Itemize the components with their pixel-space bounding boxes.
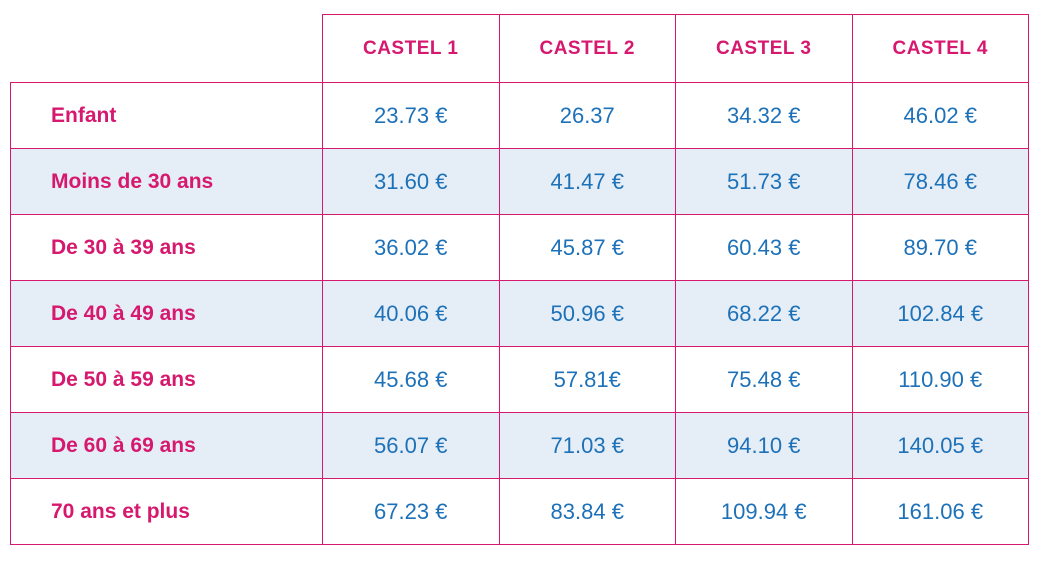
price-cell: 109.94 € [675, 478, 853, 545]
price-cell: 40.06 € [322, 280, 500, 347]
price-cell: 89.70 € [851, 214, 1029, 281]
price-cell: 68.22 € [675, 280, 853, 347]
price-cell: 67.23 € [322, 478, 500, 545]
price-cell: 45.87 € [498, 214, 676, 281]
table-row: De 40 à 49 ans 40.06 €50.96 €68.22 €102.8… [10, 280, 1029, 347]
price-cell: 34.32 € [675, 82, 853, 149]
price-cell: 60.43 € [675, 214, 853, 281]
row-label: Moins de 30 ans [10, 148, 323, 215]
row-label: 70 ans et plus [10, 478, 323, 545]
row-label: De 60 à 69 ans [10, 412, 323, 479]
price-cell: 57.81€ [498, 346, 676, 413]
price-cell: 102.84 € [851, 280, 1029, 347]
table-row: Enfant 23.73 €26.37 34.32 €46.02 € [10, 82, 1029, 149]
price-cell: 31.60 € [322, 148, 500, 215]
price-cell: 50.96 € [498, 280, 676, 347]
price-cell: 26.37 [498, 82, 676, 149]
price-cell: 78.46 € [851, 148, 1029, 215]
price-cell: 41.47 € [498, 148, 676, 215]
price-cell: 46.02 € [851, 82, 1029, 149]
corner-cell [11, 15, 323, 83]
table-row: De 60 à 69 ans 56.07 €71.03 €94.10 €140.0… [10, 412, 1029, 479]
row-label: De 40 à 49 ans [10, 280, 323, 347]
price-cell: 51.73 € [675, 148, 853, 215]
price-cell: 161.06 € [851, 478, 1029, 545]
table-row: 70 ans et plus 67.23 €83.84 €109.94 €161.… [10, 478, 1029, 545]
header-row: CASTEL 1 CASTEL 2 CASTEL 3 CASTEL 4 [11, 14, 1029, 83]
column-header-castel-4: CASTEL 4 [851, 14, 1029, 83]
price-cell: 94.10 € [675, 412, 853, 479]
table-row: De 50 à 59 ans 45.68 €57.81€ 75.48 €110.90… [10, 346, 1029, 413]
price-cell: 83.84 € [498, 478, 676, 545]
price-cell: 140.05 € [851, 412, 1029, 479]
row-label: De 30 à 39 ans [10, 214, 323, 281]
price-cell: 56.07 € [322, 412, 500, 479]
column-header-castel-3: CASTEL 3 [675, 14, 853, 83]
price-cell: 75.48 € [675, 346, 853, 413]
column-header-castel-1: CASTEL 1 [322, 14, 500, 83]
price-cell: 71.03 € [498, 412, 676, 479]
price-cell: 23.73 € [322, 82, 500, 149]
price-cell: 110.90 € [851, 346, 1029, 413]
price-table-header: CASTEL 1 CASTEL 2 CASTEL 3 CASTEL 4 [11, 14, 1029, 83]
table-row: Moins de 30 ans 31.60 €41.47 €51.73 €78.4… [10, 148, 1029, 215]
price-cell: 36.02 € [322, 214, 500, 281]
price-cell: 45.68 € [322, 346, 500, 413]
price-table-body: Enfant 23.73 €26.37 34.32 €46.02 € Moins de… [10, 82, 1029, 545]
table-row: De 30 à 39 ans 36.02 €45.87 €60.43 €89.70… [10, 214, 1029, 281]
price-table: CASTEL 1 CASTEL 2 CASTEL 3 CASTEL 4 Enfa… [10, 14, 1029, 545]
column-header-castel-2: CASTEL 2 [498, 14, 676, 83]
row-label: De 50 à 59 ans [10, 346, 323, 413]
row-label: Enfant [10, 82, 323, 149]
